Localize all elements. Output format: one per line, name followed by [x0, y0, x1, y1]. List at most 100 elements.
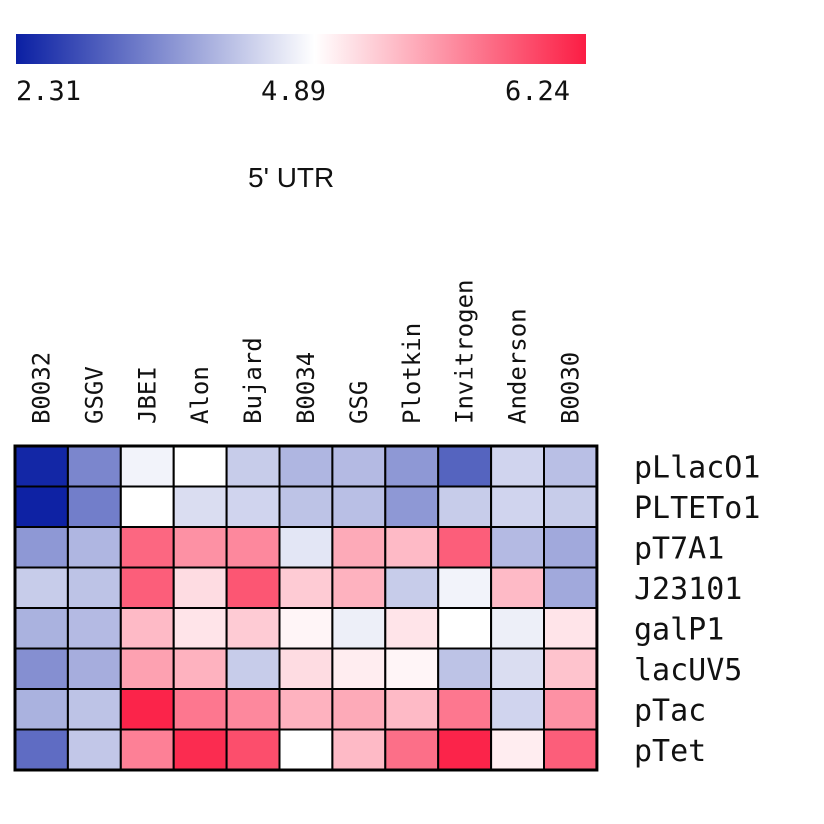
column-label: GSG [345, 381, 373, 424]
heatmap-cell [119, 445, 175, 488]
heatmap-cell [490, 485, 546, 528]
heatmap-cell [66, 688, 122, 731]
heatmap-cell [490, 566, 546, 609]
heatmap-cell [172, 526, 228, 569]
colorbar-max-label: 6.24 [505, 76, 571, 107]
heatmap-border [13, 444, 599, 772]
heatmap-cell [66, 445, 122, 488]
row-label: pT7A1 [634, 531, 724, 566]
heatmap-cell [490, 607, 546, 650]
heatmap-cell [437, 526, 493, 569]
heatmap-cell [437, 728, 493, 771]
heatmap-cell [384, 607, 440, 650]
heatmap-cell [14, 647, 69, 690]
heatmap-cell [225, 485, 281, 528]
heatmap-cell [437, 607, 493, 650]
column-label: B0030 [556, 352, 584, 424]
heatmap-cell [14, 728, 69, 771]
heatmap-cell [490, 647, 546, 690]
heatmap-cell [278, 607, 334, 650]
heatmap-cell [278, 485, 334, 528]
heatmap-cell [14, 688, 69, 731]
row-label: galP1 [634, 612, 724, 647]
heatmap-cell [172, 485, 228, 528]
heatmap-cell [172, 688, 228, 731]
heatmap-cell [119, 485, 175, 528]
heatmap-cell [543, 526, 598, 569]
heatmap-cell [119, 566, 175, 609]
heatmap-cell [172, 607, 228, 650]
heatmap-cell [119, 728, 175, 771]
heatmap-cell [543, 566, 598, 609]
row-label: pTet [634, 734, 706, 769]
heatmap-cell [331, 566, 387, 609]
row-label: pLlacO1 [634, 450, 760, 485]
row-label: lacUV5 [634, 653, 742, 688]
row-label: J23101 [634, 572, 742, 607]
column-label: B0032 [27, 352, 55, 424]
heatmap-cell [331, 647, 387, 690]
heatmap-cell [437, 485, 493, 528]
heatmap-cell [14, 445, 69, 488]
heatmap-cell [437, 688, 493, 731]
heatmap-cell [66, 566, 122, 609]
heatmap-cell [225, 566, 281, 609]
column-label: Anderson [504, 308, 532, 424]
heatmap-cell [119, 607, 175, 650]
heatmap-cell [119, 688, 175, 731]
row-label: PLTETo1 [634, 491, 760, 526]
heatmap-cell [225, 526, 281, 569]
heatmap-cell [66, 728, 122, 771]
heatmap-cell [225, 445, 281, 488]
heatmap-cell [172, 566, 228, 609]
column-label: B0034 [292, 352, 320, 424]
heatmap-cell [543, 728, 598, 771]
heatmap-cell [66, 607, 122, 650]
heatmap-cell [119, 526, 175, 569]
heatmap-cell [14, 485, 69, 528]
heatmap-cell [437, 566, 493, 609]
heatmap-cell [384, 485, 440, 528]
heatmap-cell [384, 526, 440, 569]
heatmap-cell [14, 566, 69, 609]
heatmap-cell [172, 445, 228, 488]
heatmap-cell [331, 728, 387, 771]
column-label: Plotkin [398, 323, 426, 424]
heatmap-cell [331, 485, 387, 528]
heatmap-cell [225, 728, 281, 771]
heatmap-cell [14, 526, 69, 569]
heatmap-cell [490, 445, 546, 488]
heatmap-cell [543, 688, 598, 731]
heatmap-cell [543, 607, 598, 650]
heatmap-cell [437, 445, 493, 488]
heatmap-cell [543, 445, 598, 488]
colorbar-min-label: 2.31 [16, 76, 82, 107]
heatmap-cell [490, 728, 546, 771]
heatmap-cell [490, 688, 546, 731]
column-label: Invitrogen [451, 279, 479, 424]
heatmap-cell [331, 607, 387, 650]
heatmap-cell [225, 688, 281, 731]
heatmap-cell [172, 647, 228, 690]
heatmap-cell [278, 728, 334, 771]
column-label: JBEI [133, 366, 161, 424]
colorbar [16, 34, 586, 64]
heatmap-cell [66, 485, 122, 528]
heatmap-cell [543, 485, 598, 528]
heatmap-cell [172, 728, 228, 771]
column-label: Bujard [239, 337, 267, 424]
heatmap-cell [331, 526, 387, 569]
heatmap-cell [384, 566, 440, 609]
row-label: pTac [634, 693, 706, 728]
column-label: Alon [186, 366, 214, 424]
heatmap-cell [66, 647, 122, 690]
heatmap-cell [331, 688, 387, 731]
column-label: GSGV [80, 366, 108, 424]
heatmap-cell [278, 566, 334, 609]
heatmap-cell [490, 526, 546, 569]
chart-title: 5' UTR [248, 162, 335, 193]
heatmap-cell [543, 647, 598, 690]
heatmap-cell [14, 607, 69, 650]
heatmap-cell [278, 526, 334, 569]
